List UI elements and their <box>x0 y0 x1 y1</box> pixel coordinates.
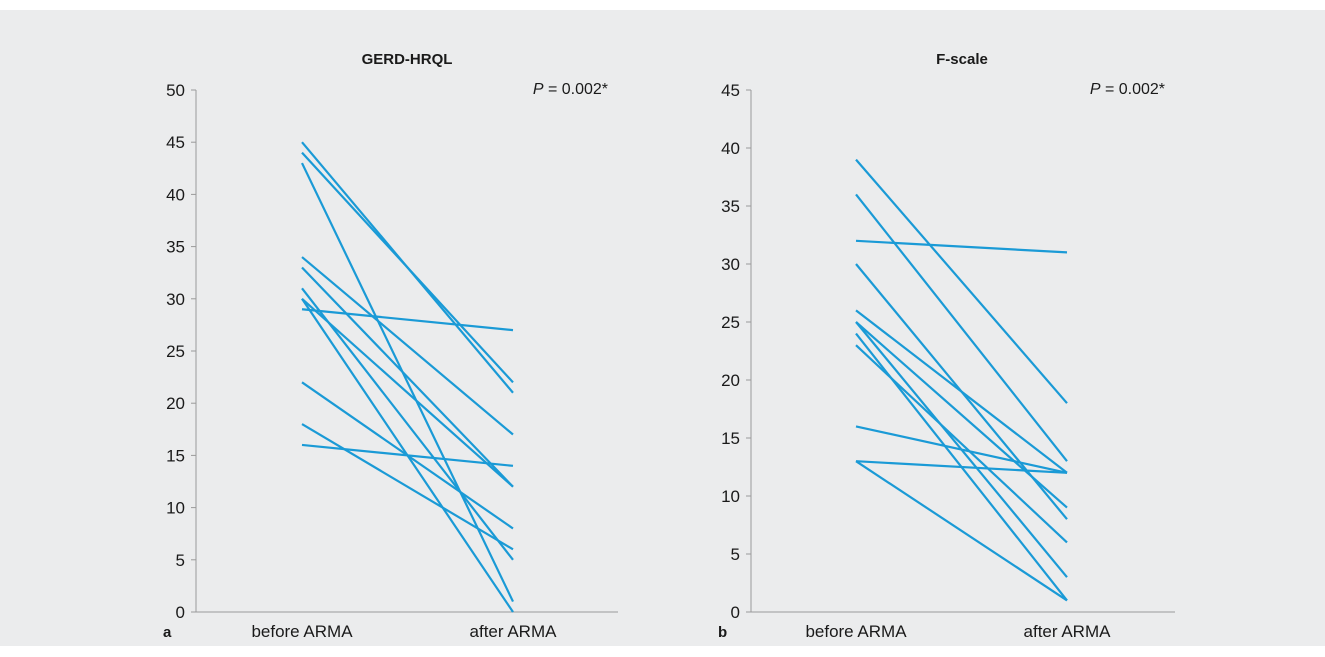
series-line-11 <box>855 460 1068 474</box>
y-tick-label: 25 <box>166 342 185 361</box>
series-line-10 <box>855 425 1068 474</box>
p-value-symbol: P <box>533 81 544 98</box>
y-tick-label: 5 <box>731 545 740 564</box>
y-tick-label: 50 <box>166 81 185 100</box>
series-line-2 <box>301 151 514 384</box>
y-tick-label: 40 <box>166 185 185 204</box>
series-line-11 <box>301 423 514 551</box>
series-line-3 <box>301 162 514 603</box>
panel-letter: b <box>718 624 727 641</box>
y-tick-label: 30 <box>721 255 740 274</box>
series-line-5 <box>301 266 514 488</box>
series-line-5 <box>855 309 1068 474</box>
y-tick-label: 10 <box>721 487 740 506</box>
p-value-text: = 0.002* <box>1101 81 1166 98</box>
chart-title: GERD-HRQL <box>362 51 453 68</box>
y-tick-label: 25 <box>721 313 740 332</box>
y-tick-label: 35 <box>166 238 185 257</box>
chart-panel-b: F-scale b0 5 10 15 20 25 30 35 40 45 before ARMA aft… <box>718 51 1175 641</box>
x-category-label: after ARMA <box>1024 622 1112 641</box>
y-tick-label: 45 <box>166 133 185 152</box>
p-value-symbol: P <box>1090 81 1101 98</box>
series-line-3 <box>855 239 1068 254</box>
figure-background: GERD-HRQL a 0 5 10 15 20 25 30 35 40 45 50 before ARM… <box>0 10 1325 646</box>
p-value-annotation: P = 0.002* <box>1090 81 1165 98</box>
series-line-9 <box>855 344 1068 544</box>
panel-letter: a <box>163 624 172 641</box>
series-line-7 <box>301 297 514 488</box>
y-tick-label: 5 <box>176 551 185 570</box>
y-tick-label: 15 <box>166 446 185 465</box>
series-line-1 <box>855 158 1068 404</box>
y-tick-label: 0 <box>731 603 740 622</box>
y-tick-label: 40 <box>721 139 740 158</box>
x-category-label: after ARMA <box>470 622 558 641</box>
y-tick-label: 20 <box>166 394 185 413</box>
series-line-2 <box>855 193 1068 462</box>
series-line-12 <box>855 460 1068 602</box>
y-tick-label: 30 <box>166 290 185 309</box>
y-tick-label: 0 <box>176 603 185 622</box>
series-line-12 <box>301 443 514 467</box>
y-tick-label: 10 <box>166 499 185 518</box>
chart-panel-a: GERD-HRQL a0 5 10 15 20 25 30 35 40 45 50 before ARM… <box>163 51 618 641</box>
p-value-annotation: P = 0.002* <box>533 81 608 98</box>
x-category-label: before ARMA <box>805 622 907 641</box>
series-line-6 <box>301 287 514 561</box>
y-tick-label: 15 <box>721 429 740 448</box>
series-line-4 <box>301 256 514 436</box>
x-category-label: before ARMA <box>251 622 353 641</box>
series-line-6 <box>855 321 1068 509</box>
y-tick-label: 20 <box>721 371 740 390</box>
series-line-9 <box>301 308 514 332</box>
y-tick-label: 45 <box>721 81 740 100</box>
p-value-text: = 0.002* <box>544 81 609 98</box>
y-tick-label: 35 <box>721 197 740 216</box>
chart-title: F-scale <box>936 51 988 68</box>
